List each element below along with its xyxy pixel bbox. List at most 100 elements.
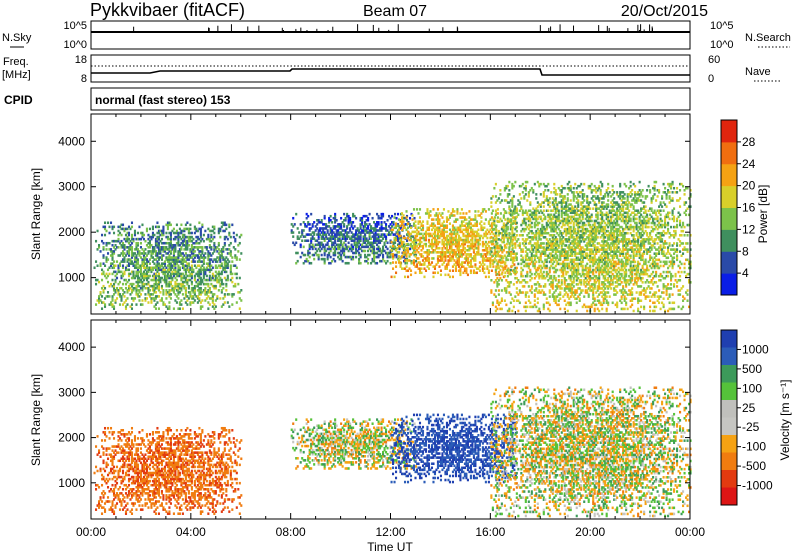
power-echo-cell <box>186 295 189 298</box>
power-echo-cell <box>129 248 132 251</box>
power-echo-cell <box>335 247 338 251</box>
power-echo-cell <box>314 251 317 255</box>
power-echo-cell <box>124 266 128 270</box>
power-echo-cell <box>457 259 460 262</box>
power-echo-cell <box>380 249 383 253</box>
power-echo-cell <box>459 216 462 219</box>
power-echo-cell <box>198 250 201 253</box>
power-echo-cell <box>142 250 146 253</box>
power-echo-cell <box>521 242 524 245</box>
power-echo-cell <box>346 212 349 216</box>
power-echo-cell <box>493 227 496 231</box>
power-echo-cell <box>156 241 159 245</box>
power-echo-cell <box>583 231 586 235</box>
power-echo-cell <box>581 195 584 198</box>
power-echo-cell <box>432 236 435 240</box>
power-echo-cell <box>568 240 571 243</box>
power-echo-cell <box>565 205 568 208</box>
power-echo-cell <box>493 223 496 227</box>
power-echo-cell <box>108 284 111 288</box>
power-echo-cell <box>148 239 152 243</box>
power-echo-cell <box>310 261 313 265</box>
power-echo-cell <box>174 231 177 235</box>
power-echo-cell <box>502 268 505 272</box>
power-echo-cell <box>556 295 559 298</box>
power-echo-cell <box>396 232 399 236</box>
power-echo-cell <box>406 222 410 225</box>
power-echo-cell <box>177 241 180 245</box>
power-echo-cell <box>577 244 580 247</box>
power-echo-cell <box>568 262 571 266</box>
power-echo-cell <box>165 284 168 288</box>
power-echo-cell <box>557 234 560 237</box>
power-echo-cell <box>177 256 180 259</box>
power-echo-cell <box>184 301 187 304</box>
power-echo-cell <box>526 211 529 215</box>
power-echo-cell <box>447 263 450 266</box>
power-echo-cell <box>553 299 556 302</box>
power-echo-cell <box>472 242 475 246</box>
power-echo-cell <box>364 253 367 257</box>
power-echo-cell <box>423 242 426 246</box>
power-echo-cell <box>338 243 341 247</box>
power-echo-cell <box>177 293 180 296</box>
power-echo-cell <box>445 246 449 250</box>
power-echo-cell <box>444 242 447 246</box>
power-echo-cell <box>121 258 125 261</box>
power-echo-cell <box>568 219 571 223</box>
power-echo-cell <box>157 295 160 298</box>
power-echo-cell <box>145 274 149 278</box>
power-echo-cell <box>493 251 496 254</box>
power-echo-cell <box>456 228 459 232</box>
power-echo-cell <box>527 223 530 227</box>
power-echo-cell <box>163 260 166 263</box>
power-echo-cell <box>505 287 508 290</box>
power-echo-cell <box>471 218 474 221</box>
power-echo-cell <box>240 233 243 237</box>
power-echo-cell <box>439 259 443 262</box>
power-echo-cell <box>175 229 178 233</box>
power-echo-cell <box>450 236 453 240</box>
power-echo-cell <box>177 289 180 292</box>
power-echo-cell <box>114 291 117 294</box>
power-echo-cell <box>370 231 373 234</box>
power-echo-cell <box>551 201 554 204</box>
power-echo-cell <box>557 274 560 278</box>
power-echo-cell <box>181 266 184 270</box>
power-echo-cell <box>577 272 580 276</box>
power-echo-cell <box>102 248 105 251</box>
power-echo-cell <box>301 233 304 236</box>
power-echo-cell <box>208 274 211 278</box>
power-echo-cell <box>444 253 447 256</box>
power-echo-cell <box>292 235 295 238</box>
power-echo-cell <box>349 216 352 220</box>
power-echo-cell <box>193 286 196 290</box>
power-echo-cell <box>159 268 162 272</box>
power-echo-cell <box>302 235 305 238</box>
power-echo-cell <box>474 210 477 213</box>
power-echo-cell <box>568 203 571 206</box>
power-echo-cell <box>225 284 228 288</box>
power-echo-cell <box>533 272 536 276</box>
power-echo-cell <box>235 301 238 304</box>
power-echo-cell <box>142 258 146 261</box>
power-echo-cell <box>184 270 187 274</box>
power-echo-cell <box>562 270 565 274</box>
power-echo-cell <box>426 212 429 215</box>
power-echo-cell <box>352 212 355 216</box>
power-echo-cell <box>350 245 353 249</box>
power-echo-cell <box>162 272 165 276</box>
power-echo-cell <box>442 255 446 258</box>
power-echo-cell <box>205 266 208 270</box>
power-echo-cell <box>569 250 572 253</box>
power-echo-cell <box>480 253 483 256</box>
power-echo-cell <box>226 237 229 241</box>
power-echo-cell <box>551 209 554 212</box>
power-echo-cell <box>556 203 559 206</box>
power-echo-cell <box>436 242 440 246</box>
power-echo-cell <box>163 246 166 249</box>
power-echo-cell <box>181 284 184 288</box>
power-echo-cell <box>190 301 193 304</box>
power-echo-cell <box>199 229 202 233</box>
power-echo-cell <box>457 253 460 256</box>
